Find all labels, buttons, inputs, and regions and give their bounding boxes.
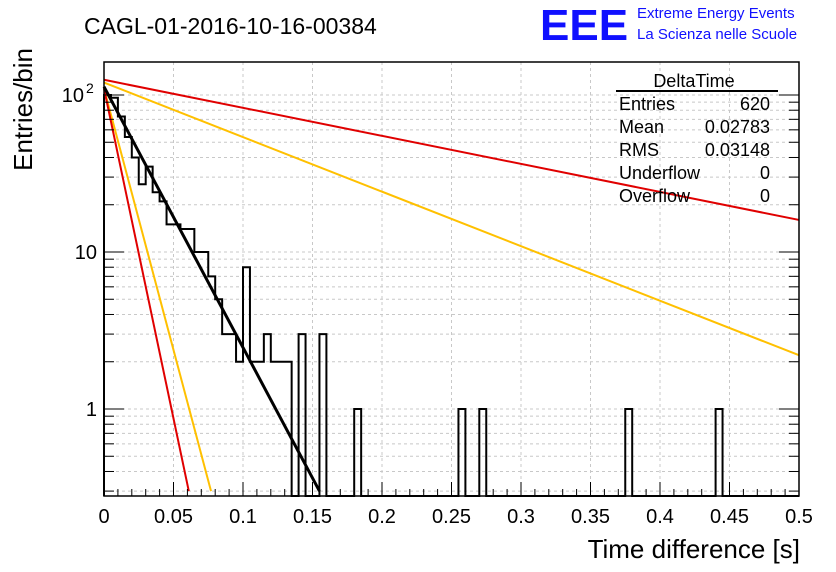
x-tick-label: 0.45 — [710, 506, 749, 528]
x-tick-label: 0.5 — [785, 506, 813, 528]
stats-row-value: 620 — [740, 94, 770, 114]
fit-curve-black — [102, 85, 321, 492]
fit-curve-red — [103, 88, 190, 492]
y-tick-label: 1 — [86, 399, 97, 421]
stats-rows: Entries 620 Mean 0.02783 RMS 0.03148Underflow… — [619, 94, 770, 206]
x-tick-label: 0.35 — [571, 506, 610, 528]
x-tick-label: 0.3 — [507, 506, 535, 528]
y-tick-exponent: 2 — [86, 80, 94, 96]
y-tick-label: 10 — [62, 85, 84, 107]
stats-row-label: RMS — [619, 140, 659, 160]
x-tick-label: 0.1 — [229, 506, 257, 528]
stats-row-label: Overflow — [619, 186, 691, 206]
x-axis-title: Time difference [s] — [588, 534, 800, 564]
stats-box-name: DeltaTime — [653, 71, 734, 91]
stats-row-label: Underflow — [619, 163, 701, 183]
stats-box: DeltaTime Entries 620 Mean 0.02783 RMS 0.0314… — [616, 71, 778, 206]
chart-title: CAGL-01-2016-10-16-00384 — [84, 13, 377, 39]
logo-line-1: Extreme Energy Events — [637, 5, 795, 22]
stats-row-value: 0 — [760, 163, 770, 183]
y-axis-title: Entries/bin — [8, 48, 38, 171]
stats-row-label: Mean — [619, 117, 664, 137]
fit-curve-orange — [103, 81, 800, 357]
fit-curve-red — [103, 78, 800, 221]
x-tick-label: 0.15 — [293, 506, 332, 528]
stats-row-value: 0.03148 — [705, 140, 770, 160]
x-tick-label: 0 — [98, 506, 109, 528]
stats-row-value: 0.02783 — [705, 117, 770, 137]
axis-ticks — [103, 94, 800, 496]
stats-row-value: 0 — [760, 186, 770, 206]
fit-curve-orange — [103, 88, 212, 492]
y-tick-label: 10 — [75, 242, 97, 264]
logo-line-2: La Scienza nelle Scuole — [637, 26, 797, 43]
fit-curves — [102, 78, 800, 492]
x-tick-label: 0.2 — [368, 506, 396, 528]
x-tick-label: 0.4 — [646, 506, 674, 528]
stats-row-label: Entries — [619, 94, 675, 114]
tick-labels: 0 0.05 0.1 0.15 0.2 0.25 0.3 0.35 0.4 0.45 0.5 1 10 1… — [62, 80, 813, 528]
x-tick-label: 0.25 — [432, 506, 471, 528]
eee-logo: EEE — [540, 1, 628, 50]
grid-lines — [104, 62, 799, 496]
x-tick-label: 0.05 — [154, 506, 193, 528]
